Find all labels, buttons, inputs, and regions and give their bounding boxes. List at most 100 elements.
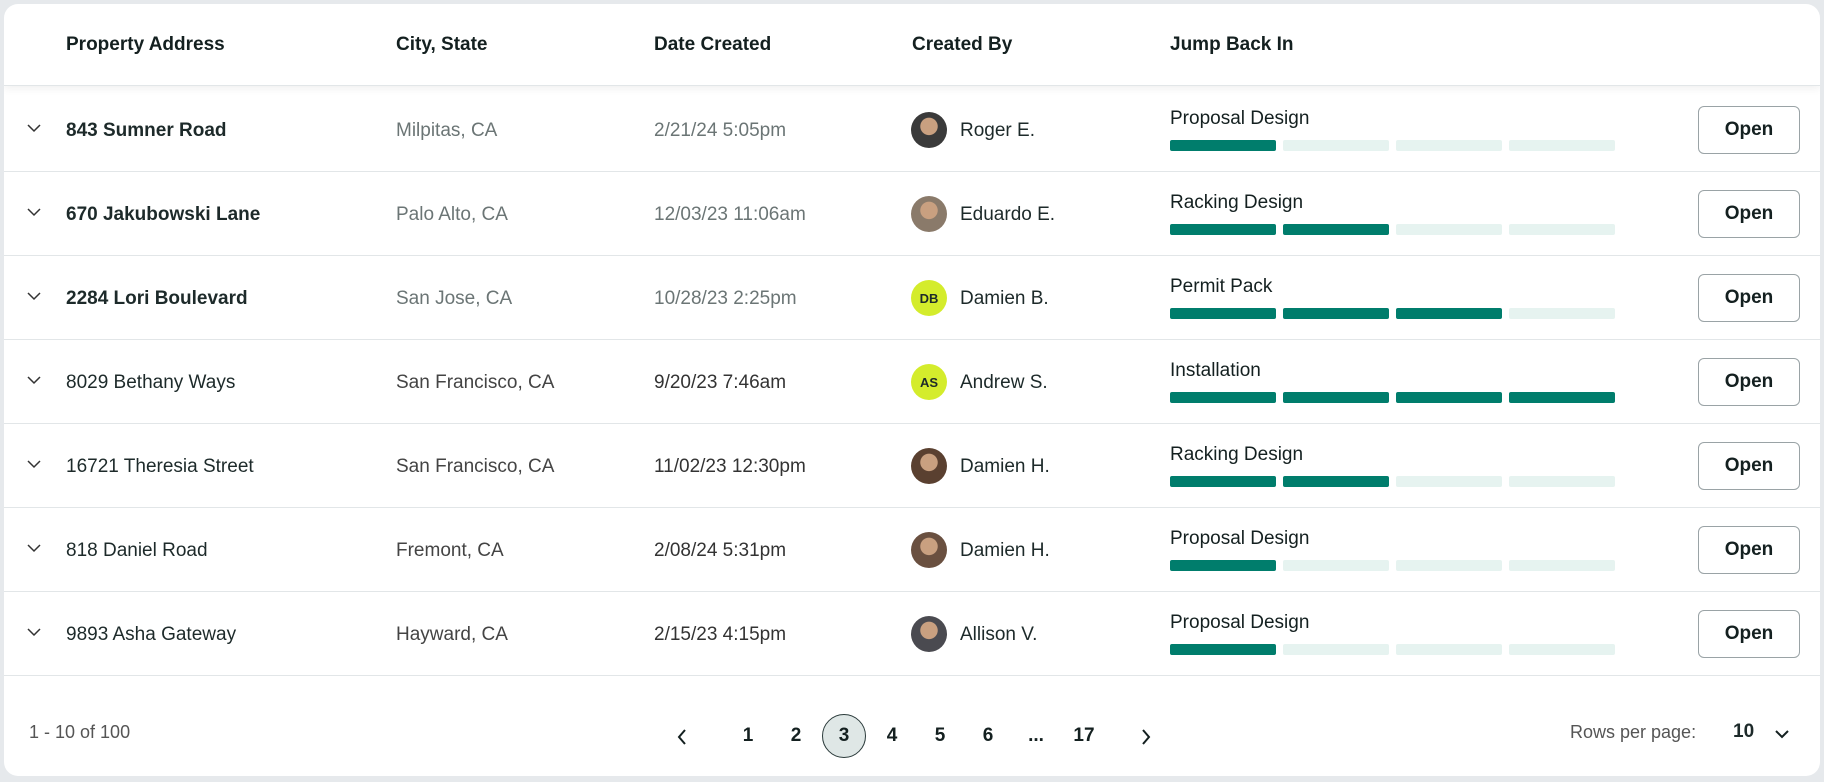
table-row: 8029 Bethany Ways San Francisco, CA 9/20… xyxy=(4,340,1820,424)
page-ellipsis: ... xyxy=(1028,725,1044,746)
table-row: 818 Daniel Road Fremont, CA 2/08/24 5:31… xyxy=(4,508,1820,592)
expand-chevron-icon[interactable] xyxy=(24,202,44,222)
property-address: 9893 Asha Gateway xyxy=(66,624,237,645)
table-header: Property Address City, State Date Create… xyxy=(4,4,1820,86)
progress-bar xyxy=(1170,392,1615,403)
progress-bar xyxy=(1170,140,1615,151)
city-state: San Francisco, CA xyxy=(396,372,555,393)
expand-chevron-icon[interactable] xyxy=(24,622,44,642)
created-by: Allison V. xyxy=(960,624,1038,645)
progress-segment xyxy=(1170,392,1276,403)
progress-segment xyxy=(1509,308,1615,319)
progress-segment xyxy=(1509,560,1615,571)
property-address: 2284 Lori Boulevard xyxy=(66,288,248,309)
date-created: 12/03/23 11:06am xyxy=(654,204,806,225)
progress-segment xyxy=(1170,224,1276,235)
range-text: 1 - 10 of 100 xyxy=(29,722,131,742)
date-created: 2/15/23 4:15pm xyxy=(654,624,787,645)
open-button[interactable]: Open xyxy=(1698,442,1800,490)
expand-chevron-icon[interactable] xyxy=(24,370,44,390)
city-state: San Jose, CA xyxy=(396,288,513,309)
expand-chevron-icon[interactable] xyxy=(24,118,44,138)
page-3[interactable]: 3 xyxy=(822,714,866,758)
created-by: Damien H. xyxy=(960,456,1050,477)
avatar: DB xyxy=(911,280,947,316)
col-date-created[interactable]: Date Created xyxy=(654,34,772,55)
next-page-icon[interactable] xyxy=(1140,728,1152,746)
property-address: 843 Sumner Road xyxy=(66,120,227,141)
progress-segment xyxy=(1509,140,1615,151)
created-by: Eduardo E. xyxy=(960,204,1056,225)
progress-segment xyxy=(1396,140,1502,151)
progress-segment xyxy=(1170,476,1276,487)
page-5[interactable]: 5 xyxy=(934,725,946,746)
table-row: 670 Jakubowski Lane Palo Alto, CA 12/03/… xyxy=(4,172,1820,256)
table-row: 9893 Asha Gateway Hayward, CA 2/15/23 4:… xyxy=(4,592,1820,676)
page-1[interactable]: 1 xyxy=(742,725,754,746)
progress-segment xyxy=(1170,560,1276,571)
open-button[interactable]: Open xyxy=(1698,358,1800,406)
expand-chevron-icon[interactable] xyxy=(24,454,44,474)
step-name: Proposal Design xyxy=(1170,612,1310,633)
progress-segment xyxy=(1170,308,1276,319)
progress-segment xyxy=(1396,224,1502,235)
page-17[interactable]: 17 xyxy=(1073,725,1095,746)
open-button[interactable]: Open xyxy=(1698,190,1800,238)
open-button[interactable]: Open xyxy=(1698,106,1800,154)
progress-bar xyxy=(1170,476,1615,487)
avatar-initials: DB xyxy=(919,290,939,306)
property-address: 818 Daniel Road xyxy=(66,540,208,561)
avatar xyxy=(911,532,947,568)
prev-page-icon[interactable] xyxy=(676,728,688,746)
page-6[interactable]: 6 xyxy=(982,725,994,746)
city-state: Fremont, CA xyxy=(396,540,504,561)
step-name: Permit Pack xyxy=(1170,276,1273,297)
created-by: Roger E. xyxy=(960,120,1035,141)
property-address: 8029 Bethany Ways xyxy=(66,372,236,393)
progress-segment xyxy=(1509,392,1615,403)
open-button[interactable]: Open xyxy=(1698,610,1800,658)
property-address: 670 Jakubowski Lane xyxy=(66,204,261,225)
date-created: 9/20/23 7:46am xyxy=(654,372,787,393)
progress-segment xyxy=(1170,644,1276,655)
page-2[interactable]: 2 xyxy=(790,725,802,746)
avatar xyxy=(911,616,947,652)
step-name: Proposal Design xyxy=(1170,108,1310,129)
chevron-down-icon[interactable] xyxy=(1774,728,1790,740)
step-name: Proposal Design xyxy=(1170,528,1310,549)
avatar-initials: AS xyxy=(919,374,939,390)
progress-bar xyxy=(1170,644,1615,655)
created-by: Damien B. xyxy=(960,288,1049,309)
date-created: 10/28/23 2:25pm xyxy=(654,288,797,309)
progress-segment xyxy=(1170,140,1276,151)
step-name: Racking Design xyxy=(1170,192,1304,213)
table-row: 843 Sumner Road Milpitas, CA 2/21/24 5:0… xyxy=(4,88,1820,172)
projects-table: Property Address City, State Date Create… xyxy=(4,4,1820,776)
col-city-state[interactable]: City, State xyxy=(396,34,488,55)
progress-segment xyxy=(1283,224,1389,235)
created-by: Damien H. xyxy=(960,540,1050,561)
step-name: Racking Design xyxy=(1170,444,1304,465)
expand-chevron-icon[interactable] xyxy=(24,286,44,306)
avatar xyxy=(911,196,947,232)
expand-chevron-icon[interactable] xyxy=(24,538,44,558)
created-by: Andrew S. xyxy=(960,372,1048,393)
step-name: Installation xyxy=(1170,360,1261,381)
progress-bar xyxy=(1170,560,1615,571)
avatar: AS xyxy=(911,364,947,400)
open-button[interactable]: Open xyxy=(1698,526,1800,574)
progress-segment xyxy=(1283,476,1389,487)
progress-segment xyxy=(1396,644,1502,655)
date-created: 2/08/24 5:31pm xyxy=(654,540,787,561)
progress-segment xyxy=(1283,560,1389,571)
page-4[interactable]: 4 xyxy=(886,725,898,746)
table-row: 2284 Lori Boulevard San Jose, CA 10/28/2… xyxy=(4,256,1820,340)
rows-per-page-select[interactable]: 10 xyxy=(1733,721,1755,742)
col-property-address[interactable]: Property Address xyxy=(66,34,225,55)
date-created: 11/02/23 12:30pm xyxy=(654,456,806,477)
col-created-by[interactable]: Created By xyxy=(912,34,1013,55)
progress-segment xyxy=(1396,476,1502,487)
col-jump-back-in[interactable]: Jump Back In xyxy=(1170,34,1294,55)
open-button[interactable]: Open xyxy=(1698,274,1800,322)
avatar xyxy=(911,448,947,484)
